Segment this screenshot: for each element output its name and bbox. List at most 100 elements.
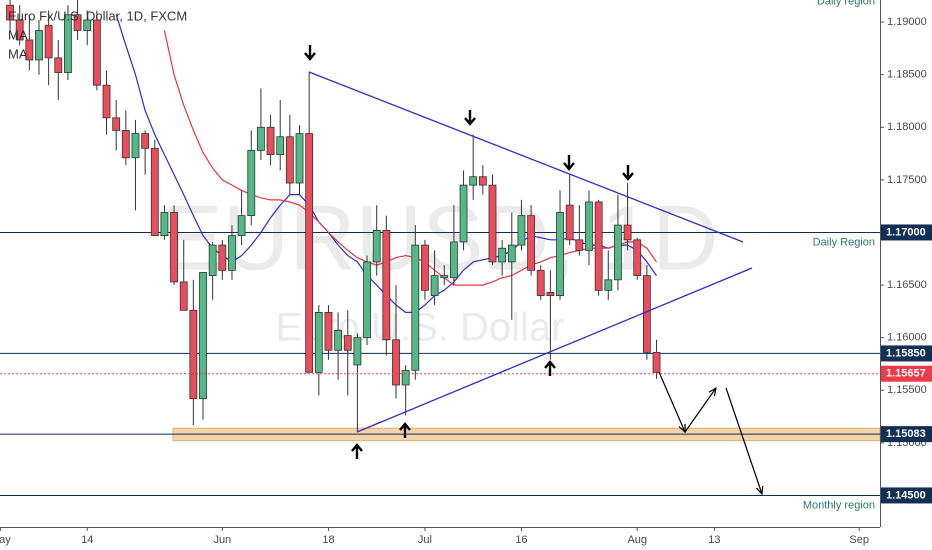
- candle-body: [160, 212, 169, 237]
- legend-entry: MA: [8, 27, 28, 42]
- candle-body: [517, 215, 526, 246]
- y-tick-label: 1.19000: [887, 16, 927, 28]
- price-label: 1.14500: [886, 489, 926, 501]
- price-label: 1.15657: [886, 368, 926, 380]
- x-tick-label: 16: [515, 534, 527, 546]
- price-label-box: [881, 365, 932, 382]
- candle-body: [498, 247, 507, 263]
- candle-body: [478, 176, 487, 186]
- candle-body: [121, 130, 130, 159]
- candle-body: [546, 292, 555, 296]
- candle-body: [488, 184, 497, 263]
- y-tick-label: 1.16500: [887, 279, 927, 291]
- candle-body: [633, 239, 642, 276]
- candle-body: [102, 84, 111, 119]
- candle-body: [73, 14, 82, 31]
- price-label-box: [881, 345, 932, 362]
- price-label-box: [881, 224, 932, 241]
- candle-body: [6, 4, 14, 21]
- pivot-markers: [304, 45, 634, 459]
- y-tick-label: 1.16000: [887, 332, 927, 344]
- drawings: [304, 45, 762, 494]
- candle-body: [421, 244, 429, 291]
- candle-body: [112, 117, 121, 131]
- candle-body: [92, 19, 101, 86]
- candle-body: [430, 275, 439, 296]
- candle-body: [392, 339, 400, 386]
- candle-body: [585, 201, 593, 251]
- candle-body: [189, 309, 198, 400]
- plot: [0, 0, 880, 433]
- candle-body: [15, 19, 24, 41]
- candle-body: [199, 272, 207, 400]
- candle-body: [305, 133, 314, 373]
- up-arrow: [399, 422, 411, 438]
- trendline: [356, 267, 753, 433]
- candle-body: [150, 147, 159, 237]
- price-label: 1.15083: [886, 428, 926, 440]
- x-tick-label: Jun: [213, 534, 231, 546]
- candle-body: [35, 30, 43, 61]
- trendline: [308, 71, 744, 243]
- candle-body: [324, 312, 333, 351]
- candle-body: [507, 244, 516, 263]
- level-text: Monthly region: [803, 499, 875, 511]
- time-axis-bg: [0, 527, 932, 550]
- y-tick-label: 1.15500: [887, 384, 927, 396]
- candle-body: [83, 19, 92, 31]
- price-label-box: [881, 426, 932, 443]
- x-tick-label: Aug: [627, 534, 647, 546]
- candle-body: [314, 312, 323, 373]
- price-label: 1.17000: [886, 226, 926, 238]
- up-arrow: [351, 443, 363, 459]
- candle-body: [54, 57, 63, 73]
- candle-body: [440, 275, 449, 279]
- price-axis-bg: [880, 0, 932, 550]
- down-arrow: [304, 45, 316, 61]
- x-tick-label: 14: [81, 534, 93, 546]
- x-tick-label: 13: [708, 534, 720, 546]
- level-text: Daily region: [817, 0, 875, 7]
- candle-body: [208, 244, 217, 276]
- candle-body: [343, 335, 352, 351]
- candle-body: [372, 229, 381, 263]
- x-tick-label: Sep: [849, 534, 869, 546]
- candle-body: [334, 329, 343, 351]
- candle-body: [382, 229, 391, 341]
- candle-body: [363, 261, 371, 339]
- candle-body: [247, 150, 256, 217]
- candle-body: [411, 244, 420, 371]
- x-tick-label: 18: [322, 534, 334, 546]
- watermark-subtitle: Euro/U.S. Dollar: [276, 306, 565, 350]
- candle-body: [401, 369, 410, 386]
- levels: Daily region Daily Region Monthly region: [0, 0, 880, 511]
- candle-body: [276, 136, 285, 156]
- candle-body: [237, 215, 246, 237]
- price-label: 1.15850: [886, 347, 926, 359]
- candle-body: [652, 351, 661, 373]
- candle-body: [285, 136, 294, 184]
- candle-body: [25, 39, 34, 61]
- x-tick-label: May: [0, 534, 11, 546]
- projection-arrow: [725, 387, 762, 494]
- legend: Euro Fx/U.S. Dollar, 1D, FXCM MA MA: [8, 8, 187, 61]
- candle-body: [64, 14, 72, 73]
- candle-body: [170, 212, 178, 283]
- candle-body: [266, 126, 275, 156]
- up-arrow: [544, 360, 556, 376]
- down-arrow: [622, 165, 634, 181]
- candle-body: [594, 201, 603, 291]
- price-label-box: [881, 487, 932, 504]
- candle-body: [257, 126, 265, 151]
- y-tick-label: 1.17500: [887, 174, 927, 186]
- candle-body: [295, 133, 304, 184]
- candle-body: [353, 337, 362, 366]
- candle-body: [141, 133, 150, 149]
- candle-body: [614, 224, 622, 281]
- candle-body: [565, 204, 574, 241]
- projection-arrow: [658, 371, 685, 432]
- down-arrow: [563, 155, 575, 171]
- candle-body: [575, 239, 584, 251]
